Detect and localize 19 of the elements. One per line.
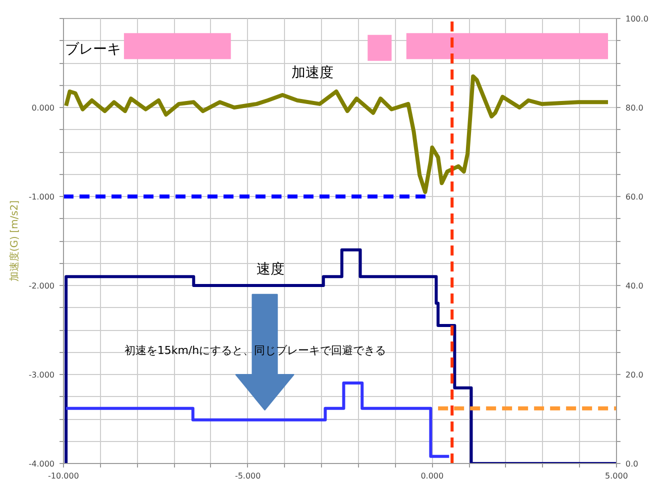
y2-tick-label: 100.0: [626, 14, 648, 24]
y2-tick-label: 0.0: [626, 460, 638, 468]
y-axis-title: 加速度(G) [m/s2]: [8, 200, 21, 282]
x-tick-label: 5.000: [605, 472, 628, 480]
y2-tick-label: 20.0: [626, 370, 644, 380]
y-tick-label: -3.000: [28, 370, 55, 380]
y2-tick-label: 60.0: [626, 192, 644, 202]
annotation: 加速度: [291, 64, 334, 81]
y2-tick-label: 40.0: [626, 282, 644, 290]
y-tick-label: -1.000: [28, 192, 55, 202]
x-tick-label: 0.000: [420, 472, 444, 480]
y2-tick-label: 80.0: [626, 104, 644, 112]
x-tick-label: -10.000: [48, 472, 79, 480]
x-tick-label: -5.000: [234, 472, 261, 480]
y-tick-label: -2.000: [28, 282, 55, 290]
y-tick-label: 0.000: [32, 104, 55, 112]
y-tick-label: -4.000: [28, 460, 55, 468]
annotation: ブレーキ: [64, 42, 121, 58]
annotation: 速度: [256, 261, 284, 278]
